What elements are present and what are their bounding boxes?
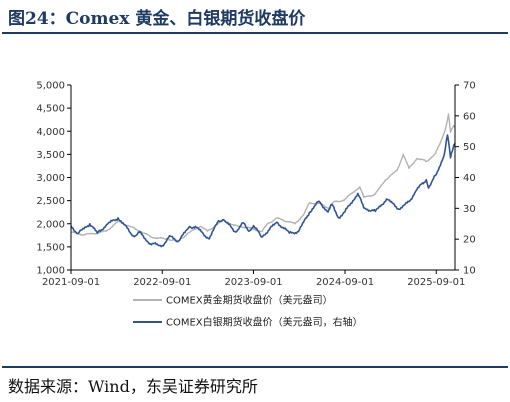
right-tick-label: 50 bbox=[463, 142, 476, 153]
series-line-1 bbox=[71, 113, 456, 242]
left-tick-label: 3,000 bbox=[36, 173, 65, 184]
legend-label-2: COMEX白银期货收盘价（美元盎司，右轴） bbox=[166, 316, 363, 329]
left-tick-label: 1,000 bbox=[36, 266, 65, 277]
left-tick-label: 1,500 bbox=[36, 242, 65, 253]
left-tick-label: 2,000 bbox=[36, 219, 65, 230]
chart: 1,000 1,500 2,000 2,500 3,000 3,500 4,000 4,500… bbox=[36, 81, 475, 329]
left-tick-label: 4,500 bbox=[36, 104, 65, 115]
right-tick-label: 30 bbox=[463, 204, 476, 215]
left-tick-label: 3,500 bbox=[36, 150, 65, 161]
right-tick-label: 60 bbox=[463, 111, 476, 122]
right-tick-label: 10 bbox=[463, 266, 476, 277]
left-tick-label: 5,000 bbox=[36, 81, 65, 92]
plot-area bbox=[70, 113, 456, 248]
figure-title: 图24：Comex 黄金、白银期货收盘价 bbox=[8, 9, 306, 29]
legend-label-1: COMEX黄金期货收盘价（美元盎司） bbox=[166, 294, 333, 307]
x-tick-label: 2024-09-01 bbox=[316, 277, 374, 288]
axes: 1,000 1,500 2,000 2,500 3,000 3,500 4,000 4,500… bbox=[36, 81, 475, 289]
bottom-rule bbox=[2, 366, 508, 368]
x-tick-label: 2023-09-01 bbox=[224, 277, 282, 288]
right-tick-label: 20 bbox=[463, 235, 476, 246]
left-tick-label: 4,000 bbox=[36, 127, 65, 138]
x-tick-label: 2021-09-01 bbox=[42, 277, 100, 288]
right-tick-label: 70 bbox=[463, 81, 476, 92]
right-tick-label: 40 bbox=[463, 173, 476, 184]
left-tick-label: 2,500 bbox=[36, 196, 65, 207]
series-line-2 bbox=[70, 134, 456, 248]
source-note: 数据来源：Wind，东吴证券研究所 bbox=[8, 377, 258, 396]
legend: COMEX黄金期货收盘价（美元盎司） COMEX白银期货收盘价（美元盎司，右轴） bbox=[133, 294, 363, 329]
x-tick-label: 2025-09-01 bbox=[407, 277, 465, 288]
x-tick-label: 2022-09-01 bbox=[133, 277, 191, 288]
top-rule bbox=[2, 32, 508, 34]
